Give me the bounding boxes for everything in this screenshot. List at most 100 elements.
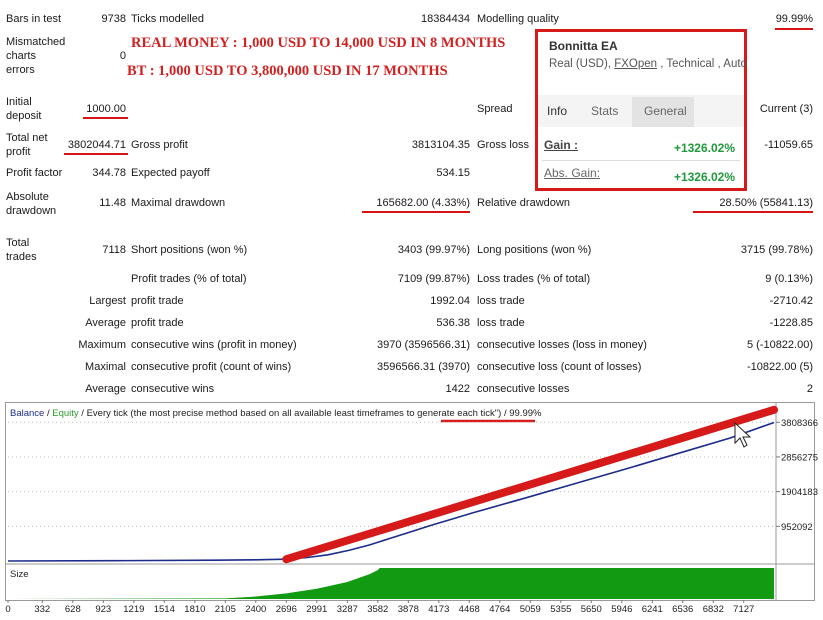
- x-tick-label: 628: [65, 604, 81, 615]
- profit-factor-value: 344.78: [92, 167, 126, 179]
- broker-link[interactable]: FXOpen: [614, 58, 658, 70]
- maximal-drawdown-label: Maximal drawdown: [131, 197, 226, 209]
- total-net-profit-label-2: profit: [6, 146, 31, 158]
- x-tick-label: 6832: [703, 604, 724, 615]
- maximum-wins-label: consecutive wins (profit in money): [131, 339, 297, 351]
- abs-gain-value: +1326.02%: [673, 170, 735, 184]
- gain-value: +1326.02%: [673, 141, 735, 155]
- headline-backtest: BT : 1,000 USD TO 3,800,000 USD IN 17 MO…: [127, 63, 448, 79]
- absolute-drawdown-label-1: Absolute: [6, 191, 49, 203]
- x-tick-label: 0: [5, 604, 10, 615]
- x-tick-label: 5650: [581, 604, 602, 615]
- long-positions-label: Long positions (won %): [477, 244, 592, 256]
- average-profit-value: 536.38: [436, 317, 470, 329]
- average-consecutive-wins-value: 1422: [445, 383, 470, 395]
- bars-in-test-value: 9738: [101, 13, 126, 25]
- average-consecutive-wins-label: consecutive wins: [131, 383, 215, 395]
- initial-deposit-label-2: deposit: [6, 110, 42, 122]
- x-tick-label: 2105: [215, 604, 236, 615]
- balance-chart-panel: [5, 402, 815, 601]
- x-tick-label: 923: [95, 604, 111, 615]
- ticks-modelled-label: Ticks modelled: [131, 13, 204, 25]
- maximum-label: Maximum: [78, 339, 126, 351]
- initial-deposit-underline: [83, 117, 128, 119]
- gross-profit-label: Gross profit: [131, 139, 188, 151]
- largest-label: Largest: [89, 295, 126, 307]
- average-loss-value: -1228.85: [769, 317, 813, 329]
- maximal-drawdown-underline: [362, 211, 470, 213]
- relative-drawdown-value: 28.50% (55841.13): [719, 197, 813, 209]
- x-tick-label: 7127: [733, 604, 754, 615]
- largest-profit-value: 1992.04: [430, 295, 470, 307]
- abs-gain-label: Abs. Gain:: [544, 166, 601, 180]
- initial-deposit-label-1: Initial: [6, 96, 32, 108]
- short-positions-value: 3403 (99.97%): [397, 244, 470, 256]
- mismatched-value: 0: [119, 50, 126, 62]
- total-net-profit-value: 3802044.71: [67, 139, 126, 151]
- largest-loss-label: loss trade: [477, 295, 525, 307]
- x-tick-label: 3582: [367, 604, 388, 615]
- popup-subtitle-prefix: Real (USD),: [549, 58, 615, 70]
- maximal-losses-value: -10822.00 (5): [746, 361, 813, 373]
- x-tick-label: 5355: [550, 604, 571, 615]
- average-profit-label: profit trade: [131, 317, 184, 329]
- x-tick-label: 4468: [459, 604, 480, 615]
- tab-general[interactable]: General: [632, 97, 694, 127]
- modelling-quality-underline: [775, 28, 813, 30]
- tab-info[interactable]: Info: [547, 104, 568, 118]
- maximal-drawdown-value: 165682.00 (4.33%): [376, 197, 470, 209]
- x-tick-label: 5059: [520, 604, 541, 615]
- largest-loss-value: -2710.42: [769, 295, 813, 307]
- x-axis: 0 332 628 923 1219 1514 1810 2105 2400 2696 2991 32…: [5, 600, 754, 615]
- tab-general-label: General: [644, 104, 687, 118]
- gross-loss-label: Gross loss: [477, 139, 529, 151]
- popup-subtitle: Real (USD), FXOpen , Technical , Auto: [549, 58, 747, 71]
- maximal-wins-label: consecutive profit (count of wins): [131, 361, 292, 373]
- maximal-losses-label: consecutive loss (count of losses): [477, 361, 642, 373]
- maximal-label: Maximal: [85, 361, 126, 373]
- relative-drawdown-label: Relative drawdown: [477, 197, 570, 209]
- x-tick-label: 332: [34, 604, 50, 615]
- mismatched-label-2: charts: [6, 50, 36, 62]
- tab-stats[interactable]: Stats: [591, 104, 619, 118]
- spread-value: Current (3): [759, 103, 813, 115]
- profit-trades-label: Profit trades (% of total): [131, 273, 247, 285]
- loss-trades-value: 9 (0.13%): [765, 273, 813, 285]
- short-positions-label: Short positions (won %): [131, 244, 248, 256]
- average-label: Average: [85, 317, 126, 329]
- average-consecutive-losses-value: 2: [806, 383, 813, 395]
- total-trades-value: 7118: [102, 244, 126, 256]
- total-net-profit-label-1: Total net: [6, 132, 48, 144]
- loss-trades-label: Loss trades (% of total): [477, 273, 591, 285]
- popup-title: Bonnitta EA: [549, 39, 618, 53]
- maximal-wins-value: 3596566.31 (3970): [377, 361, 470, 373]
- spread-label: Spread: [477, 103, 513, 115]
- expected-payoff-value: 534.15: [436, 167, 470, 179]
- relative-drawdown-underline: [693, 211, 813, 213]
- mismatched-label-1: Mismatched: [6, 36, 66, 48]
- modelling-quality-value: 99.99%: [775, 13, 813, 25]
- mismatched-label-3: errors: [6, 64, 35, 76]
- absolute-drawdown-label-2: drawdown: [6, 205, 57, 217]
- largest-profit-label: profit trade: [131, 295, 184, 307]
- x-tick-label: 6241: [642, 604, 663, 615]
- x-tick-label: 4764: [489, 604, 510, 615]
- total-net-profit-underline: [64, 153, 128, 155]
- profit-factor-label: Profit factor: [6, 167, 63, 179]
- account-stats-popup: Bonnitta EA Real (USD), FXOpen , Technic…: [535, 29, 747, 191]
- gain-label: Gain :: [544, 138, 579, 152]
- x-tick-label: 1514: [154, 604, 175, 615]
- absolute-drawdown-value: 11.48: [99, 197, 126, 209]
- average-loss-label: loss trade: [477, 317, 525, 329]
- gain-divider: [542, 160, 740, 161]
- popup-subtitle-suffix: , Technical , Auto: [657, 58, 747, 70]
- x-tick-label: 2991: [306, 604, 327, 615]
- x-tick-label: 2400: [245, 604, 266, 615]
- headline-real-money: REAL MONEY : 1,000 USD TO 14,000 USD IN …: [131, 35, 506, 51]
- x-tick-label: 5946: [611, 604, 632, 615]
- initial-deposit-value: 1000.00: [86, 103, 126, 115]
- x-tick-label: 1219: [123, 604, 144, 615]
- x-tick-label: 2696: [276, 604, 297, 615]
- average-consecutive-label: Average: [85, 383, 126, 395]
- maximum-losses-value: 5 (-10822.00): [746, 339, 813, 351]
